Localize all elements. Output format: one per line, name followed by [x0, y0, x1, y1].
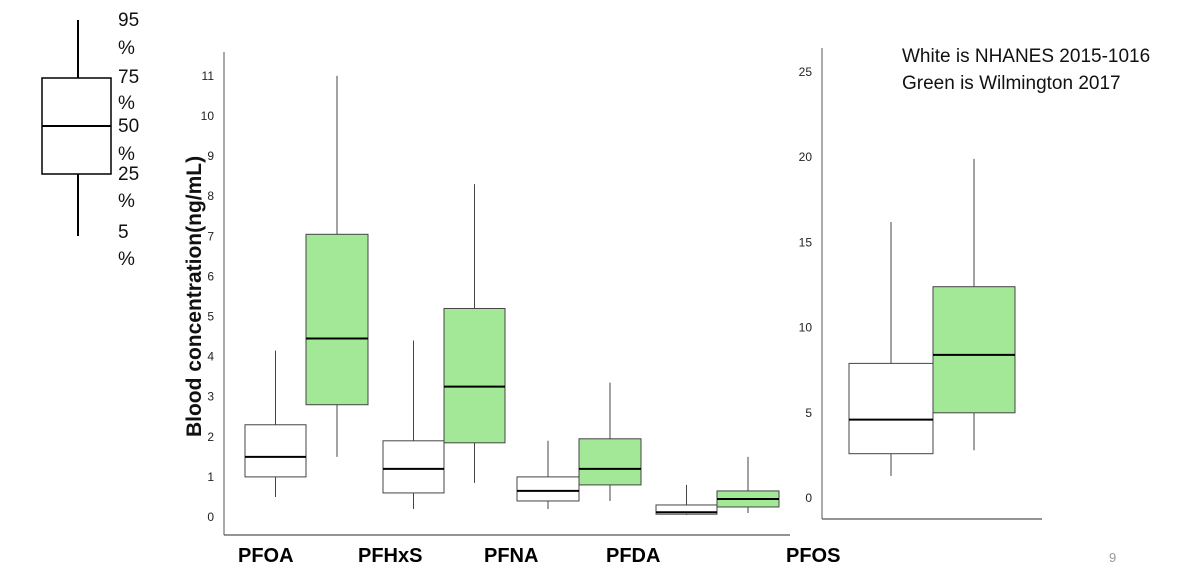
category-pfhxs: PFHxS	[358, 545, 423, 567]
y-tick-label: 20	[799, 150, 813, 164]
category-pfna: PFNA	[484, 545, 539, 567]
legend-key-25: 25%	[118, 164, 140, 212]
box-wilmington-pfoa	[305, 233, 369, 406]
box-nhanes-pfna	[516, 476, 580, 502]
y-tick-label: 4	[207, 350, 214, 364]
y-tick-label: 11	[202, 69, 215, 83]
legend-key-50: 50%	[118, 116, 140, 165]
box-wilmington-pfhxs	[443, 307, 506, 444]
box-wilmington-pfna	[578, 438, 642, 486]
box-nhanes-pfhxs	[382, 440, 445, 494]
category-pfoa: PFOA	[238, 545, 294, 567]
category-pfos: PFOS	[786, 545, 841, 567]
legend-key-5: 5%	[118, 222, 135, 270]
y-tick-label: 8	[207, 189, 214, 203]
box-wilmington-pfos	[932, 286, 1016, 414]
y-tick-label: 10	[201, 109, 215, 123]
box-nhanes-pfos	[848, 362, 934, 455]
y-tick-label: 9	[207, 149, 214, 163]
y-tick-label: 5	[207, 310, 214, 324]
y-tick-label: 7	[207, 229, 214, 243]
y-tick-label: 25	[799, 65, 813, 79]
box-nhanes-pfda	[655, 504, 718, 515]
y-tick-label: 0	[207, 510, 214, 524]
legend-key-75: 75%	[118, 67, 140, 114]
note-green: Green is Wilmington 2017	[902, 73, 1121, 94]
y-tick-label: 6	[207, 269, 214, 283]
y-tick-label: 2	[207, 430, 214, 444]
y-tick-label: 5	[805, 406, 812, 420]
y-tick-label: 15	[799, 235, 813, 249]
legend-key-95: 95%	[118, 10, 140, 59]
y-tick-label: 1	[207, 470, 214, 484]
category-pfda: PFDA	[606, 545, 661, 567]
page-number: 9	[1109, 550, 1117, 565]
y-tick-label: 3	[207, 390, 214, 404]
y-tick-label: 0	[805, 491, 812, 505]
box-nhanes-pfoa	[244, 424, 307, 478]
y-tick-label: 10	[799, 321, 813, 335]
y-axis-label: Blood concentration(ng/mL)	[183, 156, 206, 437]
note-white: White is NHANES 2015-1016	[902, 46, 1151, 67]
